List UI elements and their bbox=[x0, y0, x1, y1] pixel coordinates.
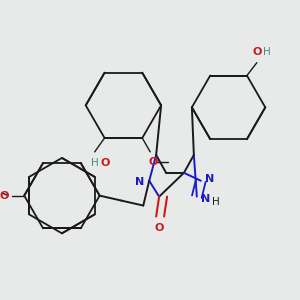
Text: H: H bbox=[91, 158, 98, 168]
Text: H: H bbox=[212, 196, 220, 207]
Text: N: N bbox=[201, 194, 210, 204]
Text: N: N bbox=[135, 177, 144, 187]
Text: O: O bbox=[252, 47, 262, 57]
Text: O: O bbox=[101, 158, 110, 168]
Text: O: O bbox=[148, 157, 158, 167]
Text: N: N bbox=[205, 174, 214, 184]
Text: O: O bbox=[0, 190, 9, 201]
Text: H: H bbox=[263, 47, 271, 57]
Text: O: O bbox=[154, 224, 164, 233]
